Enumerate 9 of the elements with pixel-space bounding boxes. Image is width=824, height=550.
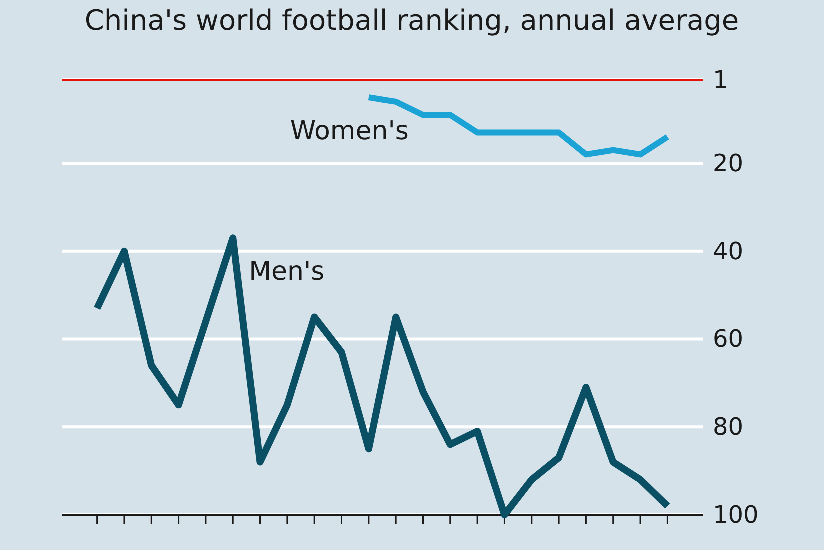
- y-tick-label: 60: [713, 325, 744, 354]
- chart-title: China's world football ranking, annual average: [84, 4, 740, 37]
- y-tick-label: 80: [713, 413, 744, 442]
- y-tick-label: 100: [713, 501, 759, 529]
- series-label: Women's: [290, 116, 409, 147]
- y-tick-label: 1: [713, 66, 728, 94]
- y-tick-label: 20: [713, 149, 744, 178]
- y-tick-label: 40: [713, 237, 744, 266]
- series-label: Men's: [249, 257, 325, 288]
